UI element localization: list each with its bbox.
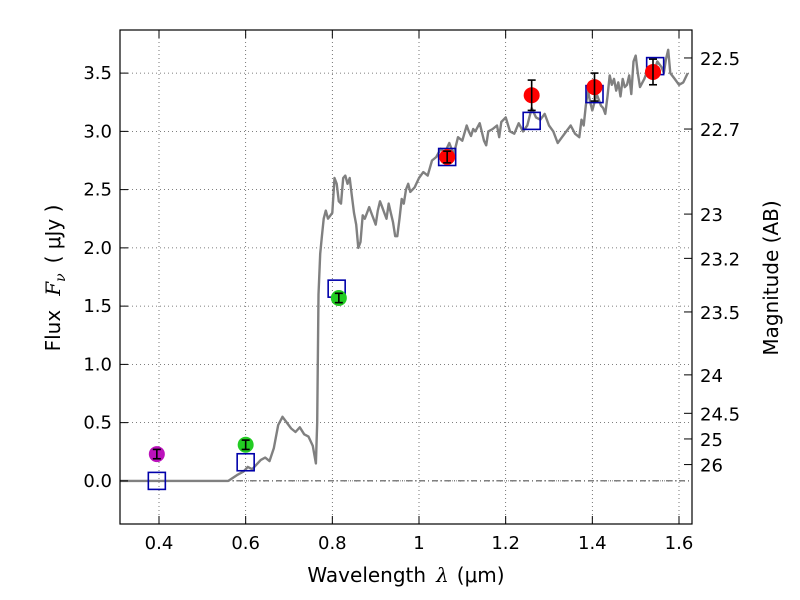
y2-tick-labels: 22.5 22.7 23 23.2 23.5 24 24.5 25 26	[700, 49, 740, 477]
y-tick-label: 1.0	[83, 354, 112, 375]
x-tick-label: 0.4	[145, 533, 174, 554]
y2-tick-label: 22.7	[700, 120, 740, 141]
x-tick-label: 1.2	[491, 533, 520, 554]
x-tick-labels: 0.4 0.6 0.8 1 1.2 1.4 1.6	[145, 533, 694, 554]
y2-tick-label: 24.5	[700, 404, 740, 425]
x-tick-label: 1.6	[665, 533, 694, 554]
y-tick-label: 1.5	[83, 296, 112, 317]
y-tick-labels: 0.0 0.5 1.0 1.5 2.0 2.5 3.0 3.5	[83, 63, 112, 492]
y2-tick-label: 23.5	[700, 303, 740, 324]
x-tick-label: 1	[413, 533, 424, 554]
bandpass-square-marker	[147, 471, 167, 491]
x-tick-label: 0.8	[318, 533, 347, 554]
bandpass-square-marker	[236, 452, 255, 472]
y-tick-label: 2.5	[83, 180, 112, 201]
model-spectrum-line	[120, 48, 689, 483]
y-axis-label: FluxFν( μJy )	[41, 205, 69, 352]
model-bandpass-series	[147, 56, 665, 491]
y-tick-label: 0.0	[83, 471, 112, 492]
x-tick-label: 0.6	[231, 533, 260, 554]
axis-ticks	[120, 30, 692, 524]
x-tick-label: 1.4	[578, 533, 607, 554]
y2-tick-label: 25	[700, 430, 723, 451]
bandpass-square-marker	[437, 147, 457, 167]
y2-axis-label: Magnitude (AB)	[759, 200, 783, 355]
y-tick-label: 0.5	[83, 413, 112, 434]
y2-tick-label: 24	[700, 366, 723, 387]
bandpass-square-marker	[522, 111, 541, 131]
y2-tick-label: 26	[700, 456, 723, 477]
plot-frame	[119, 29, 693, 525]
x-axis-label: Wavelength λ (μm)	[307, 563, 504, 587]
y-tick-label: 3.5	[83, 63, 112, 84]
y2-tick-label: 23.2	[700, 249, 740, 270]
model-spectrum-series	[120, 48, 689, 483]
y-tick-label: 2.0	[83, 238, 112, 259]
observed-photometry-series	[148, 58, 661, 463]
y2-tick-label: 23	[700, 205, 723, 226]
y-tick-label: 3.0	[83, 121, 112, 142]
y2-tick-label: 22.5	[700, 49, 740, 70]
